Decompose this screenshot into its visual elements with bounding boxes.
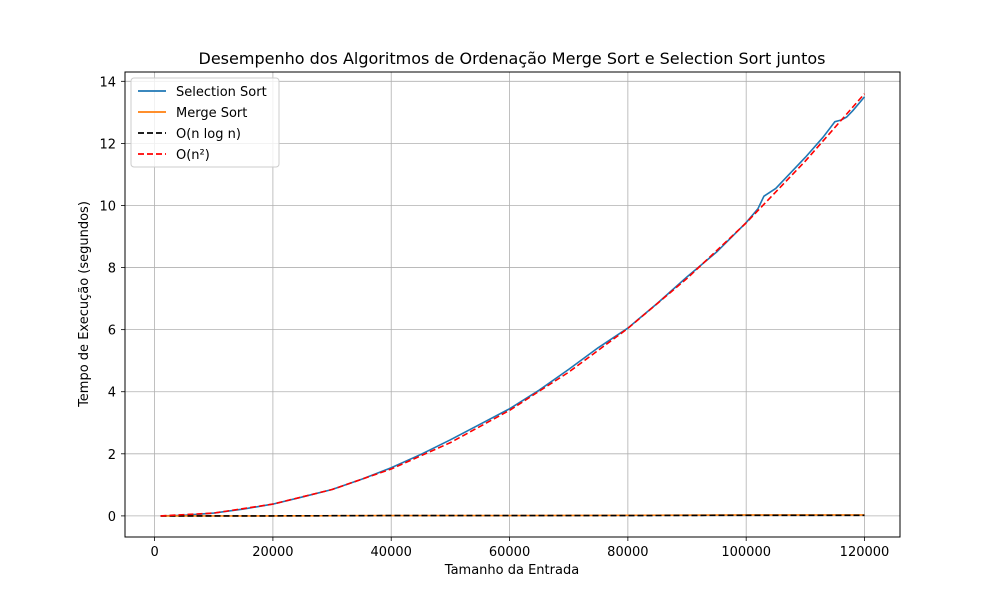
legend-box: [130, 77, 280, 168]
legend-label-o-n: O(n²): [176, 148, 210, 163]
y-tick-layer: 0 2 4 6 8 10 12 14: [99, 75, 125, 525]
legend-label-o-n-log-n: O(n log n): [176, 127, 241, 142]
x-tick-label: 0: [150, 545, 158, 560]
series-line-selection-sort: [160, 96, 866, 517]
legend: Selection Sort Merge Sort O(n log n) O(n²): [130, 77, 280, 168]
x-tick-label: 80000: [607, 545, 648, 560]
y-tick-label: 6: [108, 324, 116, 339]
y-axis-label: Tempo de Execução (segundos): [77, 201, 92, 408]
series-layer: [160, 93, 866, 517]
plot-frame: [124, 71, 901, 538]
x-tick-label: 60000: [489, 545, 530, 560]
x-tick-label: 40000: [371, 545, 412, 560]
legend-label-selection-sort: Selection Sort: [176, 85, 267, 100]
y-tick-label: 10: [99, 199, 116, 214]
chart-title: Desempenho dos Algoritmos de Ordenação M…: [199, 49, 826, 68]
series-line-o-n-log-n: [160, 514, 865, 517]
x-tick-label: 20000: [252, 545, 293, 560]
series-line-o-n: [160, 93, 866, 517]
y-tick-label: 14: [99, 75, 116, 90]
y-tick-label: 4: [108, 386, 116, 401]
y-tick-label: 8: [108, 262, 116, 277]
x-tick-label: 100000: [721, 545, 771, 560]
x-tick-label: 120000: [840, 545, 890, 560]
legend-items: Selection Sort Merge Sort O(n log n) O(n²): [138, 85, 267, 163]
y-tick-label: 0: [108, 510, 116, 525]
x-tick-layer: 0 20000 40000 60000 80000 100000 120000: [150, 537, 889, 560]
legend-label-merge-sort: Merge Sort: [176, 106, 247, 121]
y-tick-label: 12: [99, 137, 116, 152]
y-tick-label: 2: [108, 448, 116, 463]
x-axis-label: Tamanho da Entrada: [444, 563, 579, 578]
